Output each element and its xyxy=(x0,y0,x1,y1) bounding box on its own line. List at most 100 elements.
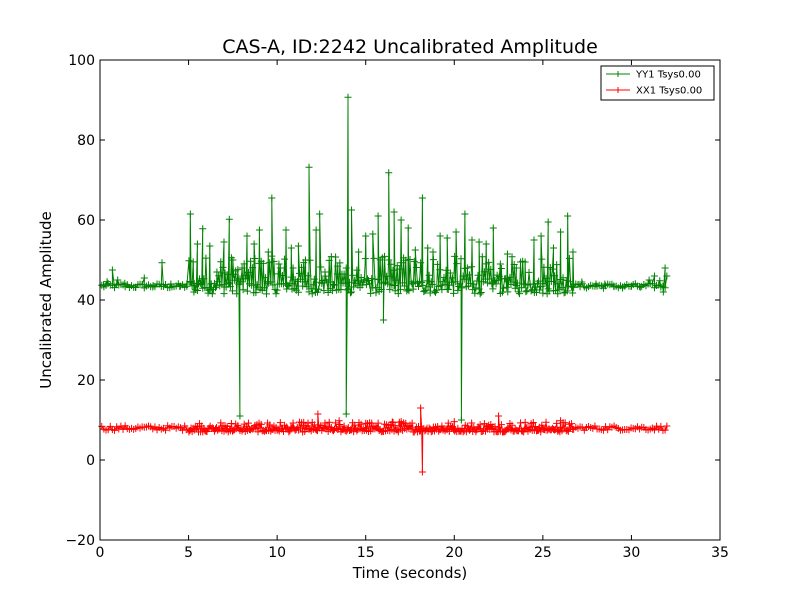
data-point xyxy=(314,410,322,418)
y-tick-label: 60 xyxy=(77,213,95,229)
data-point xyxy=(289,264,297,272)
data-point xyxy=(480,268,488,276)
data-point xyxy=(362,281,370,289)
x-tick-label: 25 xyxy=(534,545,552,561)
data-point xyxy=(238,264,246,272)
data-point xyxy=(340,270,348,278)
data-point xyxy=(512,264,520,272)
data-point xyxy=(656,277,664,285)
data-point xyxy=(472,284,480,292)
data-point xyxy=(542,418,550,426)
data-point xyxy=(497,421,505,429)
data-point xyxy=(351,276,359,284)
data-point xyxy=(247,257,255,265)
data-point xyxy=(457,416,465,424)
data-point xyxy=(538,421,546,429)
data-point xyxy=(320,287,328,295)
data-point xyxy=(234,422,242,430)
data-point xyxy=(478,253,486,261)
data-point xyxy=(321,419,329,427)
data-point xyxy=(425,271,433,279)
data-point xyxy=(238,427,246,435)
legend-entry-xx1: XX1 Tsys0.00 xyxy=(606,86,702,97)
data-point xyxy=(410,257,418,265)
data-point xyxy=(568,420,576,428)
data-point xyxy=(386,285,394,293)
data-point xyxy=(344,93,352,101)
data-point xyxy=(278,271,286,279)
data-point xyxy=(418,278,426,286)
data-point xyxy=(473,277,481,285)
legend-label-yy1: YY1 Tsys0.00 xyxy=(635,70,701,81)
data-point xyxy=(374,419,382,427)
data-point xyxy=(383,272,391,280)
data-point xyxy=(379,316,387,324)
data-point xyxy=(442,266,450,274)
data-point xyxy=(348,288,356,296)
data-point xyxy=(530,236,538,244)
data-point xyxy=(521,258,529,266)
data-point xyxy=(436,266,444,274)
data-point xyxy=(544,218,552,226)
data-point xyxy=(108,266,116,274)
data-point xyxy=(452,228,460,236)
data-point xyxy=(457,255,465,263)
data-point xyxy=(396,286,404,294)
data-point xyxy=(553,261,561,269)
data-point xyxy=(373,284,381,292)
data-point xyxy=(366,280,374,288)
data-point xyxy=(187,278,195,286)
data-point xyxy=(429,248,437,256)
data-point xyxy=(225,279,233,287)
data-point xyxy=(250,240,258,248)
data-point xyxy=(503,250,511,258)
data-point xyxy=(336,259,344,267)
data-point xyxy=(636,283,644,291)
data-point xyxy=(229,287,237,295)
data-point xyxy=(304,419,312,427)
data-point xyxy=(491,423,499,431)
data-point xyxy=(369,230,377,238)
data-point xyxy=(513,279,521,287)
data-point xyxy=(394,290,402,298)
data-point xyxy=(162,426,170,434)
data-point xyxy=(302,278,310,286)
data-point xyxy=(538,255,546,263)
data-point xyxy=(392,276,400,284)
data-point xyxy=(565,254,573,262)
data-point xyxy=(558,284,566,292)
data-point xyxy=(408,419,416,427)
data-point xyxy=(486,275,494,283)
data-point xyxy=(453,260,461,268)
data-point xyxy=(405,287,413,295)
data-point xyxy=(186,210,194,218)
data-point xyxy=(557,228,565,236)
data-point xyxy=(285,428,293,436)
x-axis-label: Time (seconds) xyxy=(352,564,468,582)
data-point xyxy=(361,255,369,263)
data-point xyxy=(225,215,233,223)
data-point xyxy=(627,282,635,290)
data-point xyxy=(467,279,475,287)
data-point xyxy=(397,216,405,224)
data-point xyxy=(336,421,344,429)
data-point xyxy=(287,423,295,431)
data-point xyxy=(220,290,228,298)
data-point xyxy=(310,275,318,283)
data-point xyxy=(319,424,327,432)
data-point xyxy=(443,234,451,242)
data-point xyxy=(463,264,471,272)
data-point xyxy=(249,264,257,272)
data-point xyxy=(236,412,244,420)
y-axis-label: Uncalibrated Amplitude xyxy=(37,211,55,388)
data-point xyxy=(268,194,276,202)
data-point xyxy=(220,238,228,246)
data-point xyxy=(186,278,194,286)
data-point xyxy=(316,210,324,218)
data-point xyxy=(193,286,201,294)
data-point xyxy=(424,244,432,252)
data-point xyxy=(111,426,119,434)
data-point xyxy=(244,268,252,276)
data-point xyxy=(208,290,216,298)
data-point xyxy=(476,290,484,298)
